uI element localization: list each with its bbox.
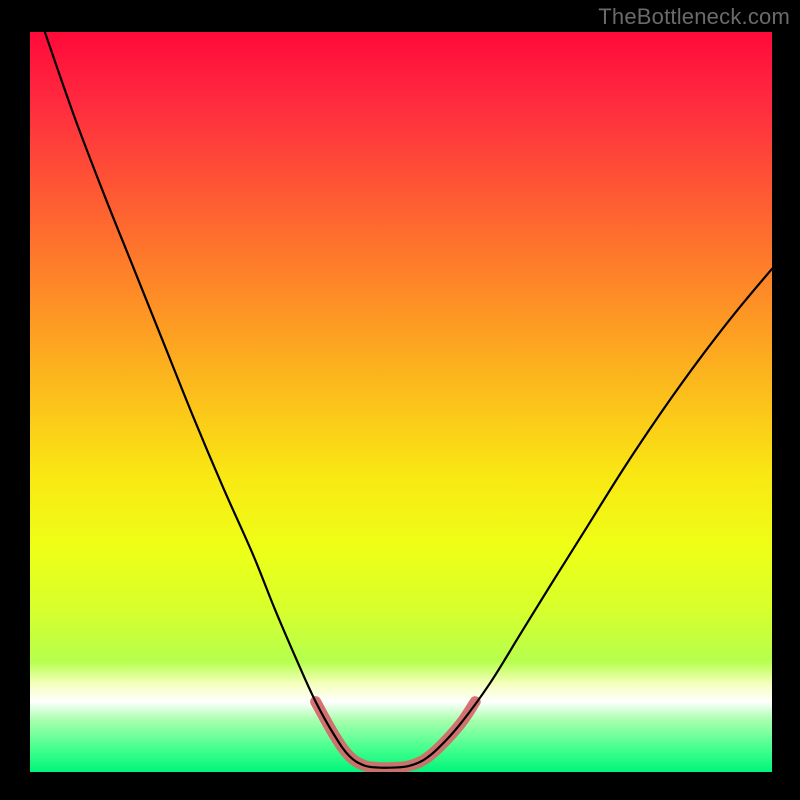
chart-frame: TheBottleneck.com — [0, 0, 800, 800]
plot-area — [30, 32, 772, 772]
gradient-background — [30, 32, 772, 772]
watermark-text: TheBottleneck.com — [598, 4, 790, 30]
bottleneck-chart-svg — [30, 32, 772, 772]
